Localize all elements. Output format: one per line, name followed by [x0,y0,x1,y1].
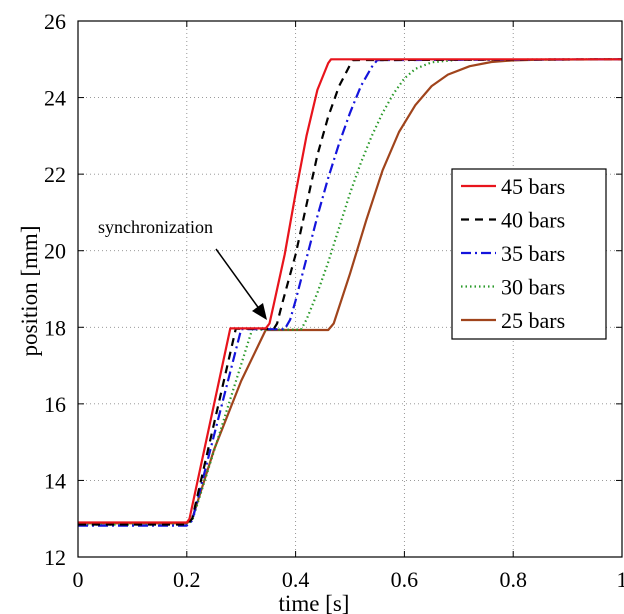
y-tick-label: 18 [44,315,66,340]
plot-frame [77,20,623,558]
y-tick-label: 26 [44,9,66,34]
legend-label: 35 bars [501,241,565,266]
y-tick-label: 22 [44,162,66,187]
annotation-arrow-shaft [215,248,261,311]
legend-box [451,168,607,340]
y-tick-label: 16 [44,392,66,417]
annotation-text: synchronization [98,217,213,237]
x-tick-label: 1 [617,567,624,592]
x-tick-label: 0.2 [173,567,201,592]
legend-label: 25 bars [501,308,565,333]
x-tick-label: 0.8 [499,567,527,592]
legend-label: 45 bars [501,174,565,199]
series-lines [78,58,623,527]
annotation-arrow-head [252,303,267,320]
axis-ticks: 0 0.2 0.4 0.6 0.8 1 12 14 16 18 20 22 24 26 [44,9,624,592]
y-tick-label: 14 [44,468,66,493]
y-tick-label: 12 [44,545,66,570]
series-line [78,58,623,525]
legend-label: 40 bars [501,208,565,233]
legend: 45 bars 40 bars 35 bars 30 bars 25 bars [451,168,607,340]
legend-items: 45 bars 40 bars 35 bars 30 bars 25 bars [461,174,565,333]
series-line [78,58,622,524]
y-axis-label: position [mm] [17,226,42,357]
x-tick-label: 0.6 [391,567,419,592]
annotation: synchronization [98,217,267,320]
x-tick-label: 0.4 [282,567,310,592]
y-tick-label: 20 [44,239,66,264]
series-line [78,58,623,527]
legend-label: 30 bars [501,275,565,300]
series-line [78,58,623,526]
x-axis-label: time [s] [279,591,350,614]
x-tick-label: 0 [73,567,84,592]
y-tick-label: 24 [44,86,66,111]
